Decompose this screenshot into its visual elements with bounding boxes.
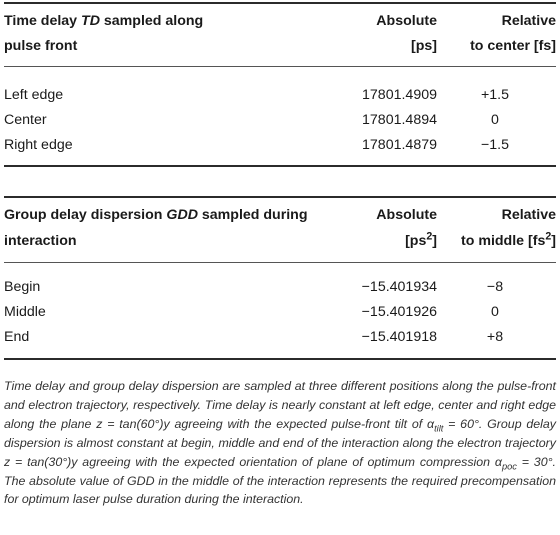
table2-row-relative: 0 <box>491 304 499 320</box>
table1-row-label: Left edge <box>4 87 64 103</box>
table2-row-relative: −8 <box>486 279 504 295</box>
table2-row-absolute: −15.401934 <box>361 279 437 295</box>
table1-header-col3-line1: Relative <box>501 13 556 29</box>
table1-row-absolute: 17801.4879 <box>362 137 437 153</box>
table2-header-col2-line2: [ps2] <box>405 230 437 249</box>
table-caption: Time delay and group delay dispersion ar… <box>4 379 556 507</box>
table1-header-col1-line2: pulse front <box>4 38 78 54</box>
table1-row-absolute: 17801.4894 <box>362 112 437 128</box>
table2-header-col2-line1: Absolute <box>376 207 437 223</box>
table1-row-absolute: 17801.4909 <box>362 87 437 103</box>
table2-header-rule <box>4 262 556 263</box>
table1-row-relative: 0 <box>491 112 499 128</box>
table1-header-col2-line1: Absolute <box>376 13 437 29</box>
table2-bottom-rule <box>4 358 556 360</box>
table2-row-absolute: −15.401926 <box>361 304 437 320</box>
table2-row-absolute: −15.401918 <box>361 329 437 345</box>
table2-row-label: Middle <box>4 304 46 320</box>
table1-header-rule <box>4 66 556 67</box>
table1-bottom-rule <box>4 165 556 167</box>
table2-header-col3-line1: Relative <box>501 207 556 223</box>
table2-row-label: Begin <box>4 279 41 295</box>
table2-top-rule <box>4 196 556 198</box>
table2-row-label: End <box>4 329 30 345</box>
table1-header-col2-line2: [ps] <box>410 38 437 54</box>
table2-header-col1-line1: Group delay dispersion GDD sampled durin… <box>4 207 308 223</box>
table1-top-rule <box>4 2 556 4</box>
table1-row-label: Center <box>4 112 47 128</box>
table1-row-relative: −1.5 <box>480 137 509 153</box>
table1-row-label: Right edge <box>4 137 73 153</box>
table1-row-relative: +1.5 <box>480 87 509 103</box>
table2-row-relative: +8 <box>486 329 504 345</box>
table1-header-col1-line1: Time delay TD sampled along <box>4 13 204 29</box>
table1-header-col3-line2: to center [fs] <box>470 38 556 54</box>
table2-header-col1-line2: interaction <box>4 233 77 249</box>
table2-header-col3-line2: to middle [fs2] <box>461 230 556 249</box>
